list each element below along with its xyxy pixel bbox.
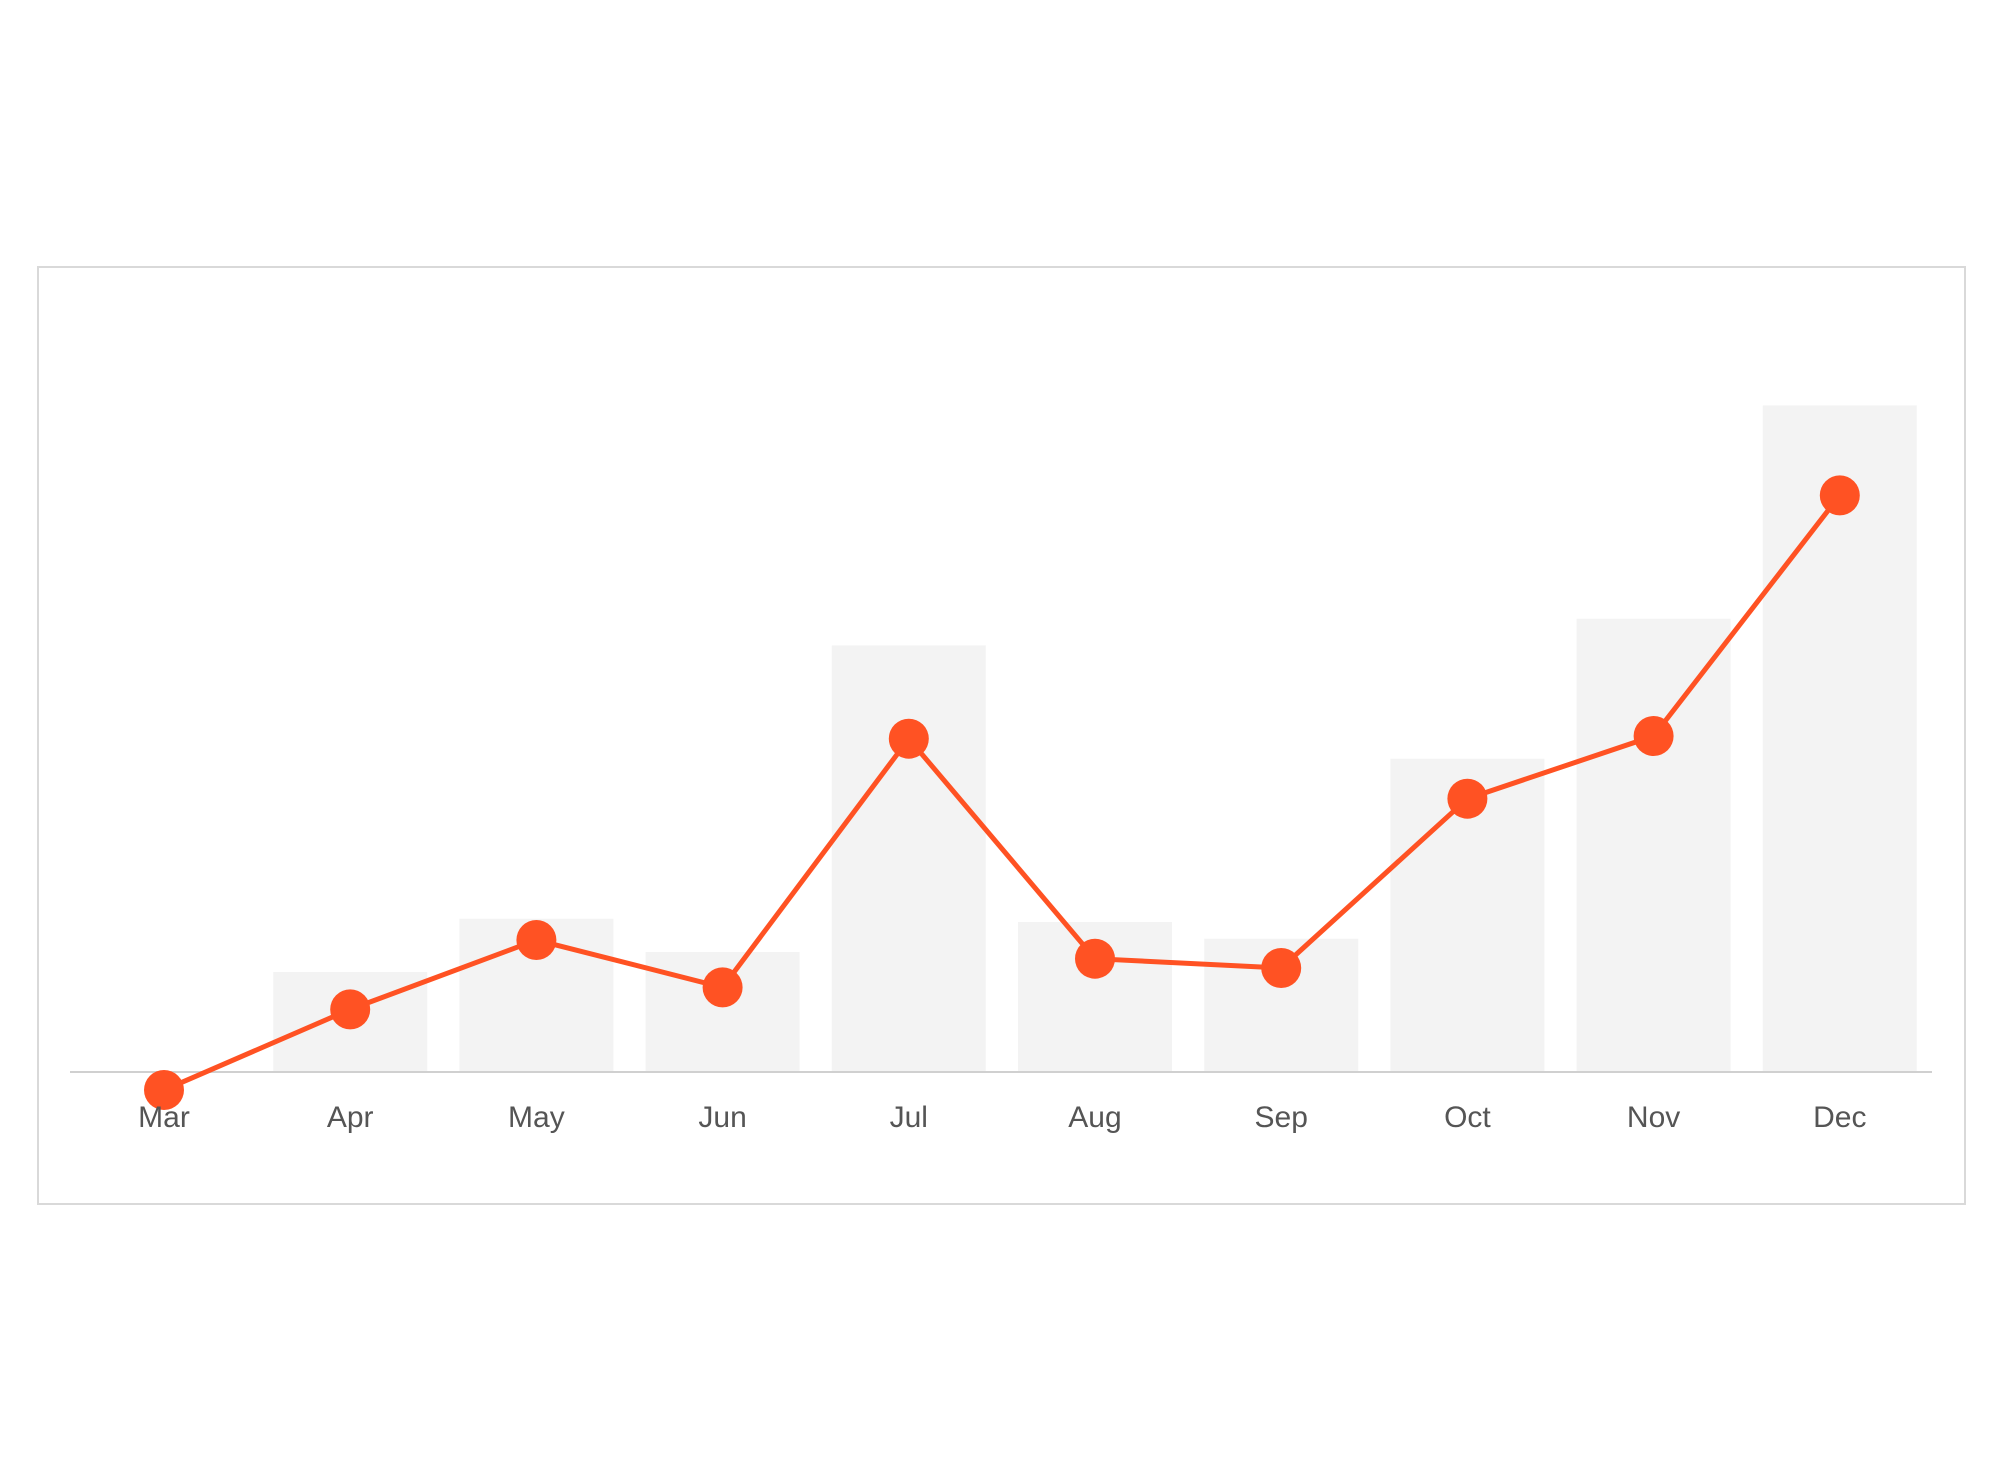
x-tick-label: Aug — [1068, 1101, 1121, 1134]
marker — [702, 967, 743, 1008]
x-tick-label: May — [508, 1101, 565, 1134]
x-tick-label: Sep — [1255, 1101, 1308, 1134]
x-tick-label: Dec — [1813, 1101, 1866, 1134]
marker — [1447, 778, 1488, 819]
marker — [1819, 475, 1860, 516]
marker — [1633, 716, 1674, 757]
marker — [144, 1070, 184, 1111]
bar — [1762, 405, 1917, 1073]
marker — [330, 989, 371, 1030]
marker — [888, 718, 929, 759]
bar — [1576, 618, 1731, 1073]
x-tick-label: Nov — [1627, 1101, 1680, 1134]
marker — [1075, 938, 1115, 979]
x-tick-label: Oct — [1444, 1101, 1491, 1134]
marker — [516, 920, 557, 961]
x-tick-label: Mar — [138, 1101, 190, 1134]
x-tick-label: Jul — [890, 1101, 928, 1134]
marker — [1261, 948, 1302, 989]
x-tick-label: Jun — [698, 1101, 746, 1134]
bar — [831, 645, 986, 1073]
x-tick-label: Apr — [327, 1101, 374, 1134]
line — [163, 493, 1842, 1093]
